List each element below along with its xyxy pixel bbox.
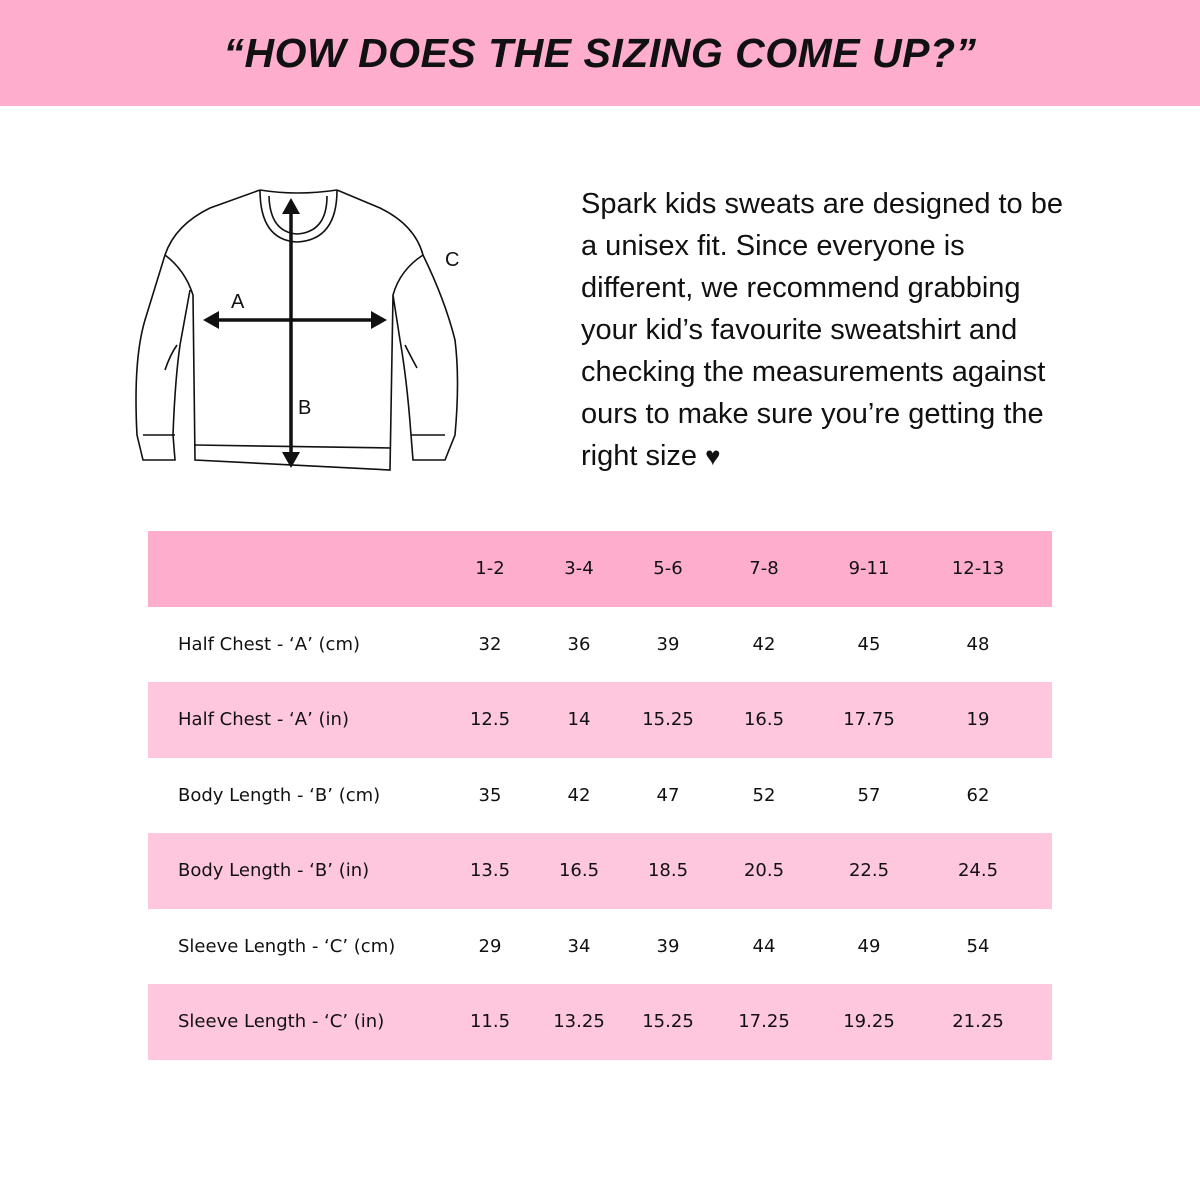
table-cell: 18.5 bbox=[647, 860, 689, 882]
table-row: Body Length - ‘B’ (in) 13.5 16.5 18.5 20.5 22… bbox=[148, 833, 1052, 909]
label-b: B bbox=[298, 397, 311, 419]
column-header: 1-2 bbox=[475, 558, 505, 580]
table-cell: 35 bbox=[478, 784, 502, 806]
column-header: 9-11 bbox=[848, 558, 890, 580]
table-cell: 17.25 bbox=[738, 1011, 790, 1033]
table-cell: 48 bbox=[966, 633, 990, 655]
title-banner: “HOW DOES THE SIZING COME UP?” bbox=[0, 0, 1200, 106]
table-cell: 34 bbox=[567, 935, 591, 957]
table-cell: 62 bbox=[966, 784, 990, 806]
column-header: 3-4 bbox=[564, 558, 594, 580]
table-cell: 19.25 bbox=[843, 1011, 895, 1033]
table-row: Half Chest - ‘A’ (cm) 32 36 39 42 45 48 bbox=[148, 607, 1052, 683]
table-cell: 16.5 bbox=[558, 860, 600, 882]
table-cell: 47 bbox=[656, 784, 680, 806]
table-cell: 42 bbox=[567, 784, 591, 806]
table-cell: 24.5 bbox=[957, 860, 999, 882]
table-cell: 45 bbox=[857, 633, 881, 655]
table-cell: 44 bbox=[752, 935, 776, 957]
table-cell: 11.5 bbox=[469, 1011, 511, 1033]
table-cell: 39 bbox=[656, 633, 680, 655]
row-label: Sleeve Length - ‘C’ (in) bbox=[178, 1011, 385, 1033]
table-cell: 54 bbox=[966, 935, 990, 957]
table-cell: 57 bbox=[857, 784, 881, 806]
table-cell: 49 bbox=[857, 935, 881, 957]
label-c: C bbox=[445, 249, 459, 271]
heart-icon: ♥ bbox=[705, 441, 721, 471]
table-cell: 36 bbox=[567, 633, 591, 655]
table-cell: 29 bbox=[478, 935, 502, 957]
table-cell: 20.5 bbox=[743, 860, 785, 882]
row-label: Body Length - ‘B’ (cm) bbox=[178, 784, 381, 806]
table-cell: 19 bbox=[966, 709, 990, 731]
table-cell: 22.5 bbox=[848, 860, 890, 882]
table-cell: 39 bbox=[656, 935, 680, 957]
size-table: 1-2 3-4 5-6 7-8 9-11 12-13 Half Chest - … bbox=[148, 531, 1052, 1060]
table-cell: 52 bbox=[752, 784, 776, 806]
table-cell: 14 bbox=[567, 709, 591, 731]
table-cell: 32 bbox=[478, 633, 502, 655]
table-header-row: 1-2 3-4 5-6 7-8 9-11 12-13 bbox=[148, 531, 1052, 607]
intro-paragraph: Spark kids sweats are designed to be a u… bbox=[581, 188, 1063, 472]
table-cell: 12.5 bbox=[469, 709, 511, 731]
table-row: Sleeve Length - ‘C’ (cm) 29 34 39 44 49 54 bbox=[148, 909, 1052, 985]
table-row: Body Length - ‘B’ (cm) 35 42 47 52 57 62 bbox=[148, 758, 1052, 834]
column-header: 12-13 bbox=[951, 558, 1005, 580]
table-row: Half Chest - ‘A’ (in) 12.5 14 15.25 16.5 17.7… bbox=[148, 682, 1052, 758]
table-cell: 17.75 bbox=[843, 709, 895, 731]
intro-text-block: Spark kids sweats are designed to be a u… bbox=[581, 183, 1081, 477]
table-cell: 15.25 bbox=[642, 1011, 694, 1033]
row-label: Sleeve Length - ‘C’ (cm) bbox=[178, 935, 396, 957]
table-cell: 21.25 bbox=[952, 1011, 1004, 1033]
column-header: 7-8 bbox=[749, 558, 779, 580]
row-label: Half Chest - ‘A’ (in) bbox=[178, 709, 349, 731]
label-a: A bbox=[231, 291, 245, 313]
table-cell: 16.5 bbox=[743, 709, 785, 731]
row-label: Body Length - ‘B’ (in) bbox=[178, 860, 370, 882]
sweatshirt-diagram: A B C bbox=[135, 189, 459, 471]
table-cell: 42 bbox=[752, 633, 776, 655]
table-cell: 15.25 bbox=[642, 709, 694, 731]
table-cell: 13.5 bbox=[469, 860, 511, 882]
row-label: Half Chest - ‘A’ (cm) bbox=[178, 633, 361, 655]
column-header: 5-6 bbox=[653, 558, 683, 580]
page-title: “HOW DOES THE SIZING COME UP?” bbox=[223, 29, 977, 76]
table-row: Sleeve Length - ‘C’ (in) 11.5 13.25 15.25 17… bbox=[148, 984, 1052, 1060]
table-cell: 13.25 bbox=[553, 1011, 605, 1033]
